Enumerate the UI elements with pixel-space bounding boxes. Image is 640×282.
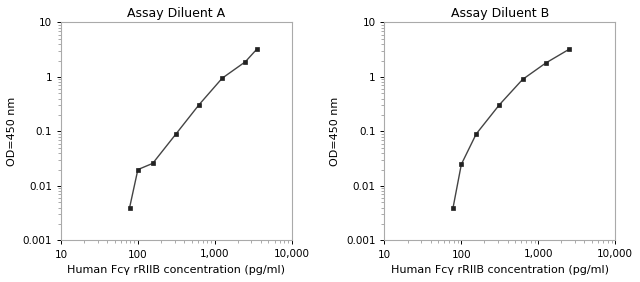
X-axis label: Human Fcγ rRIIB concentration (pg/ml): Human Fcγ rRIIB concentration (pg/ml) bbox=[67, 265, 285, 275]
Title: Assay Diluent B: Assay Diluent B bbox=[451, 7, 549, 20]
Y-axis label: OD=450 nm: OD=450 nm bbox=[330, 97, 340, 166]
Y-axis label: OD=450 nm: OD=450 nm bbox=[7, 97, 17, 166]
Title: Assay Diluent A: Assay Diluent A bbox=[127, 7, 225, 20]
X-axis label: Human Fcγ rRIIB concentration (pg/ml): Human Fcγ rRIIB concentration (pg/ml) bbox=[391, 265, 609, 275]
